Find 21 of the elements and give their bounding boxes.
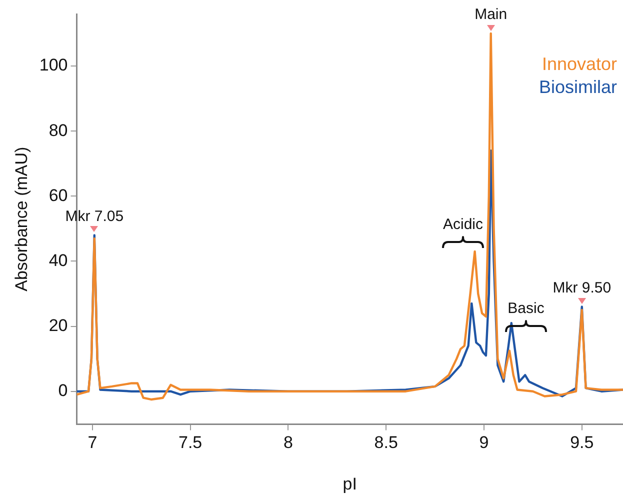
y-tick-label: 0 [58,381,68,400]
x-tick-label: 9.5 [570,433,594,452]
x-tick-label: 7 [88,433,98,452]
x-axis-title: pI [342,474,357,494]
text: Innovator [542,54,617,74]
annotation: Main [474,6,508,24]
x-tick-label: 7.5 [178,433,202,452]
y-tick-label: 80 [48,120,68,140]
x-tick-label: 8.5 [374,433,398,452]
y-tick-label: 20 [48,316,68,335]
y-tick-label: 40 [48,250,68,270]
x-tick-label: 9 [479,433,489,452]
annotation: Mkr 9.50 [552,279,612,296]
y-tick-label: 60 [48,186,68,205]
y-tick-label: 100 [39,56,68,75]
text: Biosimilar [538,76,617,97]
annotation: Basic [506,300,546,317]
y-axis-title: Absorbance (mAU) [12,146,31,292]
annotation: Mkr 7.05 [65,208,124,225]
x-tick-label: 8 [283,433,293,452]
annotation: Acidic [442,216,484,233]
